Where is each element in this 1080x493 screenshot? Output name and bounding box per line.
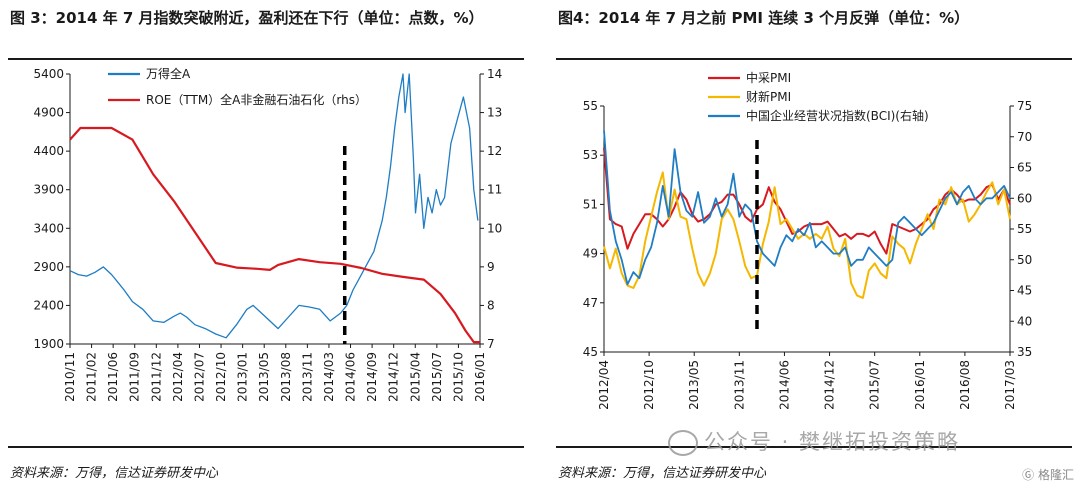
right-chart-right-tick-label: 55 (1017, 222, 1032, 236)
right-chart-right-tick-label: 75 (1017, 99, 1032, 113)
watermark-text: 公众号 · 樊继拓投资策略 (704, 430, 961, 454)
right-chart-right-tick-label: 35 (1017, 345, 1032, 359)
right-source-note: 资料来源：万得，信达证券研发中心 (558, 466, 767, 481)
right-chart-right-tick-label: 65 (1017, 161, 1032, 175)
right-bottom-rule (556, 446, 1072, 448)
right-chart-x-tick-label: 2013/05 (687, 360, 701, 410)
gelonghui-logo: Ⓖ 格隆汇 (1022, 466, 1074, 483)
right-chart-left-tick-label: 51 (583, 197, 598, 211)
right-chart-x-tick-label: 2016/01 (913, 360, 927, 410)
right-chart-right-tick-label: 50 (1017, 253, 1032, 267)
left-source-note: 资料来源：万得，信达证券研发中心 (10, 466, 219, 481)
right-chart-left-tick-label: 53 (583, 148, 598, 162)
left-chart-x-tick-label: 2011/02 (85, 352, 99, 402)
left-chart-left-tick-label: 3900 (33, 183, 64, 197)
left-chart-left-tick-label: 4400 (33, 144, 64, 158)
right-chart-x-tick-label: 2016/08 (958, 360, 972, 410)
left-chart-x-tick-label: 2012/04 (171, 352, 185, 402)
logo-icon: Ⓖ (1022, 468, 1035, 482)
left-chart-x-tick-label: 2013/01 (236, 352, 250, 402)
left-chart-right-tick-label: 13 (487, 106, 502, 120)
left-chart-right-tick-label: 12 (487, 144, 502, 158)
right-chart-right-tick-label: 60 (1017, 191, 1032, 205)
left-chart-left-tick-label: 2400 (33, 298, 64, 312)
left-chart-x-tick-label: 2015/10 (451, 352, 465, 402)
left-chart-x-tick-label: 2013/08 (279, 352, 293, 402)
right-chart-x-tick-label: 2012/10 (642, 360, 656, 410)
left-chart-title: 图 3：2014 年 7 月指数突破附近，盈利还在下行（单位：点数，%） (10, 9, 484, 27)
right-chart-left-tick-label: 45 (583, 345, 598, 359)
left-chart-right-tick-label: 14 (487, 67, 502, 81)
left-chart-left-tick-label: 5400 (33, 67, 64, 81)
right-chart-right-tick-label: 45 (1017, 284, 1032, 298)
left-chart-series-line-1 (69, 73, 479, 339)
left-chart-left-tick-label: 4900 (33, 106, 64, 120)
right-title-rule (556, 58, 1072, 60)
left-chart-x-tick-label: 2011/12 (149, 352, 163, 402)
right-chart-left-tick-label: 47 (583, 296, 598, 310)
left-chart-left-tick-label: 1900 (33, 337, 64, 351)
left-chart-x-tick-label: 2015/07 (430, 352, 444, 402)
right-chart-series-line-2 (603, 171, 1011, 299)
right-chart: 45 47 49 51 53 55 35 40 45 50 55 60 65 70 75 2012/04 201… (583, 70, 1033, 410)
right-chart-left-tick-label: 49 (583, 247, 598, 261)
right-chart-x-tick-label: 2013/11 (732, 360, 746, 410)
left-chart-right-tick-label: 11 (487, 183, 502, 197)
left-chart-left-tick-label: 2900 (33, 260, 64, 274)
left-chart-x-tick-label: 2012/10 (214, 352, 228, 402)
right-chart-title: 图4：2014 年 7 月之前 PMI 连续 3 个月反弹（单位：%） (558, 9, 970, 27)
right-chart-legend-label-3: 中国企业经营状况指数(BCI)(右轴) (746, 108, 929, 123)
right-chart-series-line-1 (603, 147, 1011, 255)
right-chart-x-tick-label: 2014/12 (823, 360, 837, 410)
left-figure-panel: 图 3：2014 年 7 月指数突破附近，盈利还在下行（单位：点数，%） 190… (0, 0, 532, 493)
left-chart-x-tick-label: 2011/09 (128, 352, 142, 402)
left-chart-legend-label-1: 万得全A (146, 66, 191, 81)
right-chart-x-tick-label: 2017/03 (1003, 360, 1017, 410)
wechat-icon (668, 430, 698, 456)
left-chart-right-tick-label: 10 (487, 221, 502, 235)
left-chart-x-tick-label: 2013/05 (257, 352, 271, 402)
right-chart-legend-label-1: 中采PMI (746, 70, 791, 85)
left-chart-legend-label-2: ROE（TTM）全A非金融石油石化（rhs） (146, 92, 367, 107)
left-chart-right-tick-label: 9 (487, 260, 495, 274)
left-chart: 1900 2400 2900 3400 3900 4400 4900 5400 7 8 9 10 11 1… (33, 66, 502, 402)
left-chart-x-tick-label: 2013/11 (300, 352, 314, 402)
right-chart-right-tick-label: 70 (1017, 130, 1032, 144)
watermark: 公众号 · 樊继拓投资策略 (668, 426, 960, 456)
right-chart-series-line-3 (603, 130, 1011, 286)
left-chart-series-line-2 (69, 126, 480, 344)
right-chart-x-tick-label: 2012/04 (597, 360, 611, 410)
left-chart-x-tick-label: 2012/07 (192, 352, 206, 402)
left-title-rule (8, 58, 524, 60)
left-chart-x-tick-label: 2015/04 (408, 352, 422, 402)
left-chart-x-tick-label: 2016/01 (473, 352, 487, 402)
right-chart-x-tick-label: 2014/06 (777, 360, 791, 410)
left-chart-x-tick-label: 2014/06 (344, 352, 358, 402)
left-chart-right-tick-label: 7 (487, 337, 495, 351)
left-chart-x-tick-label: 2014/12 (387, 352, 401, 402)
left-chart-x-tick-label: 2014/09 (365, 352, 379, 402)
right-figure-panel: 图4：2014 年 7 月之前 PMI 连续 3 个月反弹（单位：%） 45 47… (548, 0, 1080, 493)
left-chart-x-tick-label: 2011/06 (106, 352, 120, 402)
left-chart-right-tick-label: 8 (487, 298, 495, 312)
left-chart-left-tick-label: 3400 (33, 221, 64, 235)
right-chart-x-tick-label: 2015/07 (868, 360, 882, 410)
logo-text: 格隆汇 (1037, 468, 1074, 482)
right-chart-legend-label-2: 财新PMI (746, 89, 791, 104)
left-chart-x-tick-label: 2014/03 (322, 352, 336, 402)
left-bottom-rule (8, 446, 524, 448)
right-chart-left-tick-label: 55 (583, 99, 598, 113)
right-chart-right-tick-label: 40 (1017, 314, 1032, 328)
left-chart-x-tick-label: 2010/11 (63, 352, 77, 402)
